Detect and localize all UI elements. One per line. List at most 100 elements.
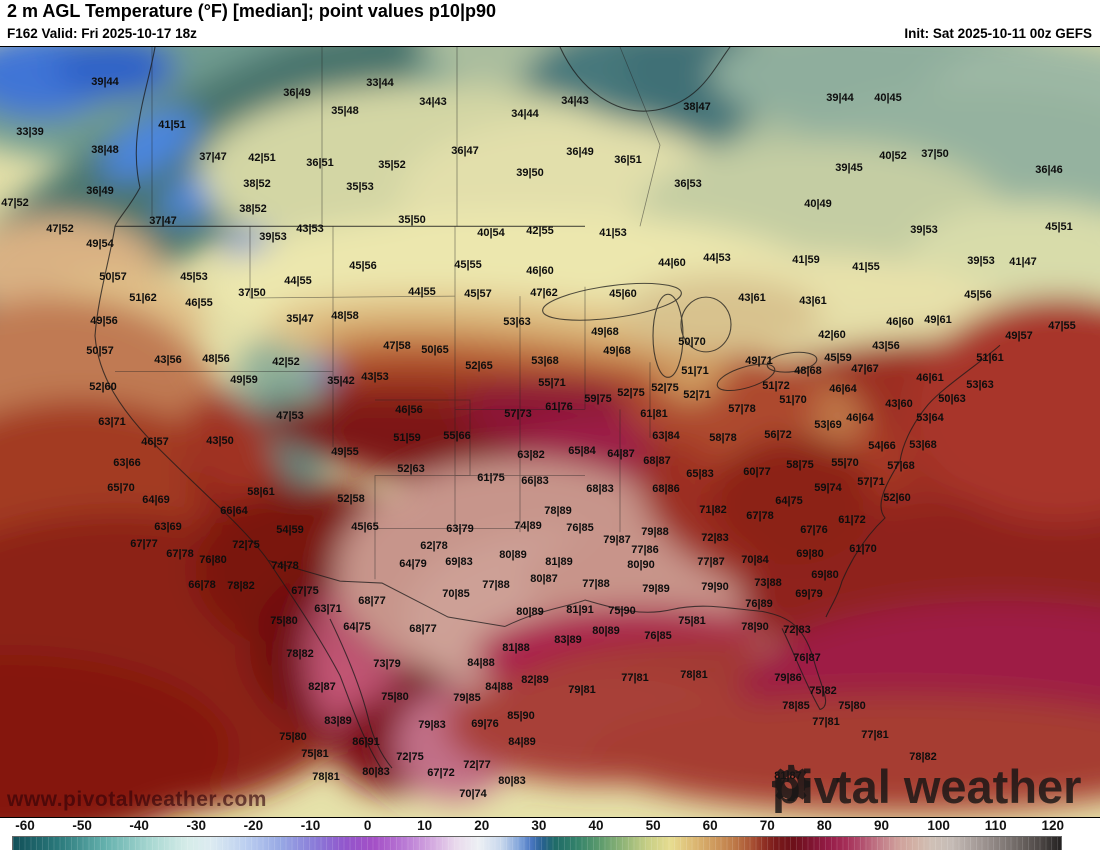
point-value: 58|78	[709, 432, 737, 444]
point-value: 48|68	[794, 365, 822, 377]
point-value: 43|56	[154, 354, 182, 366]
point-value: 45|57	[464, 288, 492, 300]
colorbar-tick: 30	[531, 818, 547, 833]
point-value: 36|49	[86, 185, 114, 197]
point-value: 82|87	[308, 681, 336, 693]
point-value: 84|88	[485, 681, 513, 693]
point-value: 83|89	[324, 715, 352, 727]
point-value: 78|89	[544, 505, 572, 517]
point-value: 76|80	[199, 554, 227, 566]
point-value: 49|59	[230, 374, 258, 386]
point-value: 63|71	[314, 603, 342, 615]
point-value: 40|45	[874, 92, 902, 104]
point-value: 68|83	[586, 483, 614, 495]
point-value: 75|90	[608, 605, 636, 617]
point-value: 67|77	[130, 538, 158, 550]
point-value: 42|60	[818, 329, 846, 341]
point-value: 35|53	[346, 181, 374, 193]
point-value: 51|70	[779, 394, 807, 406]
point-value: 53|63	[503, 316, 531, 328]
point-value: 34|43	[419, 96, 447, 108]
point-value: 69|79	[795, 588, 823, 600]
point-value: 64|69	[142, 494, 170, 506]
point-value: 74|89	[514, 520, 542, 532]
point-value: 84|89	[508, 736, 536, 748]
point-value: 47|52	[46, 223, 74, 235]
point-value: 36|51	[306, 157, 334, 169]
point-value: 86|91	[352, 736, 380, 748]
point-value: 46|60	[886, 316, 914, 328]
point-value: 54|66	[868, 440, 896, 452]
point-value: 39|53	[259, 231, 287, 243]
point-value: 46|56	[395, 404, 423, 416]
point-value: 49|54	[86, 238, 114, 250]
point-value: 72|75	[396, 751, 424, 763]
point-value: 58|75	[786, 459, 814, 471]
point-value: 65|84	[568, 445, 596, 457]
point-value: 49|61	[924, 314, 952, 326]
point-value: 79|85	[453, 692, 481, 704]
point-value: 38|52	[239, 203, 267, 215]
point-value: 63|71	[98, 416, 126, 428]
point-value: 36|46	[1035, 164, 1063, 176]
point-value: 42|55	[526, 225, 554, 237]
point-value: 72|75	[232, 539, 260, 551]
colorbar: -60 -50 -40 -30 -20 -10 0 10 20 30 40 50 60 70 80 90 100…	[0, 818, 1100, 850]
point-value: 51|61	[976, 352, 1004, 364]
point-value: 66|78	[188, 579, 216, 591]
colorbar-tick: 120	[1041, 818, 1065, 833]
point-value: 49|68	[591, 326, 619, 338]
point-value: 53|64	[916, 412, 944, 424]
point-value: 67|75	[291, 585, 319, 597]
point-value: 47|53	[276, 410, 304, 422]
point-value: 47|67	[851, 363, 879, 375]
coastline-borders	[94, 47, 1001, 771]
point-value: 33|44	[366, 77, 394, 89]
point-value: 38|47	[683, 101, 711, 113]
point-value: 46|60	[526, 265, 554, 277]
point-value: 49|57	[1005, 330, 1033, 342]
point-value: 42|52	[272, 356, 300, 368]
point-value: 81|89	[545, 556, 573, 568]
point-value: 50|63	[938, 393, 966, 405]
point-value: 79|89	[642, 583, 670, 595]
point-value: 80|83	[362, 766, 390, 778]
point-value: 80|90	[627, 559, 655, 571]
point-value: 36|51	[614, 154, 642, 166]
point-value: 57|78	[728, 403, 756, 415]
point-value: 52|58	[337, 493, 365, 505]
point-value: 51|72	[762, 380, 790, 392]
point-value: 43|53	[296, 223, 324, 235]
colorbar-tick: 70	[759, 818, 775, 833]
point-value: 38|48	[91, 144, 119, 156]
point-value: 52|65	[465, 360, 493, 372]
point-value: 35|42	[327, 375, 355, 387]
point-value: 54|59	[276, 524, 304, 536]
point-value: 64|79	[399, 558, 427, 570]
point-value: 78|82	[286, 648, 314, 660]
point-value: 39|44	[826, 92, 854, 104]
point-value: 80|87	[530, 573, 558, 585]
point-value: 45|65	[351, 521, 379, 533]
point-value: 47|62	[530, 287, 558, 299]
point-value: 50|57	[99, 271, 127, 283]
point-value: 41|47	[1009, 256, 1037, 268]
point-value: 78|85	[782, 700, 810, 712]
point-value: 36|47	[451, 145, 479, 157]
point-value: 52|75	[651, 382, 679, 394]
point-value: 75|81	[678, 615, 706, 627]
colorbar-tick: -40	[129, 818, 149, 833]
point-value: 48|56	[202, 353, 230, 365]
point-value: 53|69	[814, 419, 842, 431]
point-value: 61|70	[849, 543, 877, 555]
init-time-label: Init: Sat 2025-10-11 00z GEFS	[904, 26, 1092, 41]
point-value: 66|83	[521, 475, 549, 487]
point-value: 51|71	[681, 365, 709, 377]
point-value: 38|52	[243, 178, 271, 190]
colorbar-tick: -50	[72, 818, 92, 833]
point-value: 63|66	[113, 457, 141, 469]
point-value: 64|75	[343, 621, 371, 633]
point-value: 44|60	[658, 257, 686, 269]
point-value: 47|52	[1, 197, 29, 209]
